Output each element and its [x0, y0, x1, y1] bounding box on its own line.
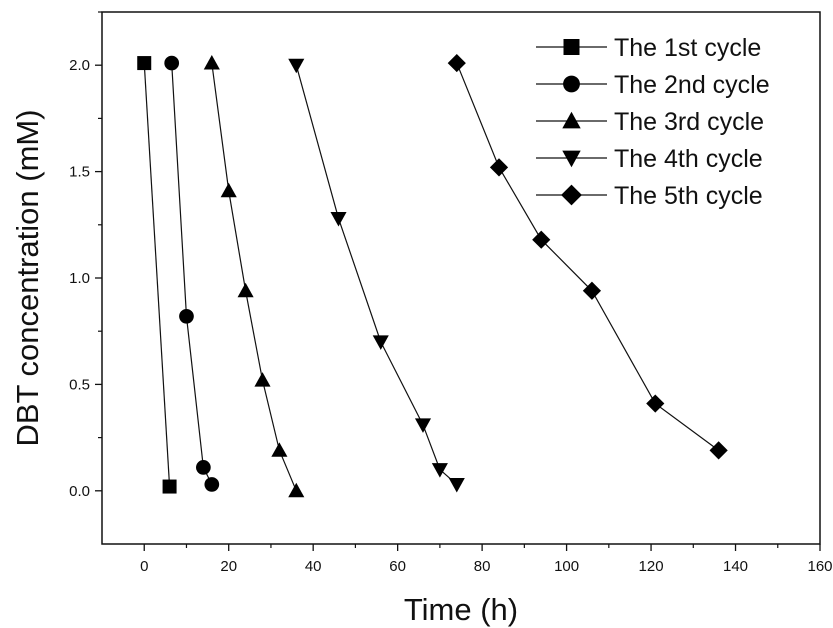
legend-label: The 3rd cycle [614, 108, 764, 136]
series-line [171, 63, 213, 485]
data-point [330, 211, 347, 227]
data-point [489, 158, 509, 177]
data-point [179, 308, 194, 324]
y-tick-label: 0.5 [69, 376, 90, 393]
y-tick-label: 2.0 [69, 57, 90, 74]
y-tick-label: 1.5 [69, 164, 90, 181]
data-point [646, 394, 665, 413]
x-tick-label: 0 [140, 558, 148, 575]
x-tick-label: 40 [305, 558, 322, 575]
x-tick-label: 100 [554, 558, 579, 575]
x-tick-label: 20 [220, 558, 237, 575]
data-point [431, 463, 448, 478]
legend-label: The 2nd cycle [614, 71, 770, 99]
series-line [456, 62, 719, 451]
data-point [271, 442, 288, 457]
data-point [372, 335, 389, 350]
data-point [204, 477, 220, 492]
x-tick-label: 80 [474, 558, 491, 575]
legend-marker [562, 111, 581, 129]
data-point [582, 281, 602, 300]
y-tick-label: 0.0 [69, 483, 90, 500]
data-point [288, 482, 305, 498]
legend-marker [562, 150, 581, 168]
data-point [448, 477, 465, 493]
data-point [162, 479, 177, 494]
series-markers [137, 53, 728, 498]
x-tick-label: 60 [389, 558, 406, 575]
legend-marker [563, 75, 580, 93]
legend-label: The 4th cycle [614, 145, 763, 173]
x-tick-label: 140 [723, 558, 748, 575]
data-point [414, 418, 432, 433]
y-axis-title: DBT concentration (mM) [10, 109, 45, 446]
data-point [447, 53, 466, 73]
x-tick-label: 160 [807, 558, 832, 575]
series-line [211, 62, 297, 492]
data-point [532, 230, 551, 249]
axis-ticks: 0 20 40 60 80 100 120 140 160 0.0 0.5 1.0 1.5 2.0 [69, 11, 833, 575]
legend-label: The 1st cycle [614, 34, 761, 62]
x-axis-title: Time (h) [404, 592, 518, 627]
data-point [288, 58, 305, 74]
legend-label: The 5th cycle [614, 182, 763, 210]
x-tick-label: 120 [639, 558, 664, 575]
legend: The 1st cycle The 2nd cycle The 3rd cycle T… [536, 34, 770, 210]
data-point [196, 460, 211, 475]
data-point [254, 372, 271, 387]
legend-marker [561, 184, 582, 206]
series-line [295, 65, 458, 485]
series-line [143, 63, 171, 487]
legend-marker [563, 39, 580, 55]
data-point [709, 441, 728, 460]
data-point [164, 55, 180, 71]
data-point [220, 182, 237, 198]
data-point [137, 56, 152, 71]
data-point [203, 55, 220, 70]
data-point [237, 282, 254, 298]
y-tick-label: 1.0 [69, 270, 90, 287]
